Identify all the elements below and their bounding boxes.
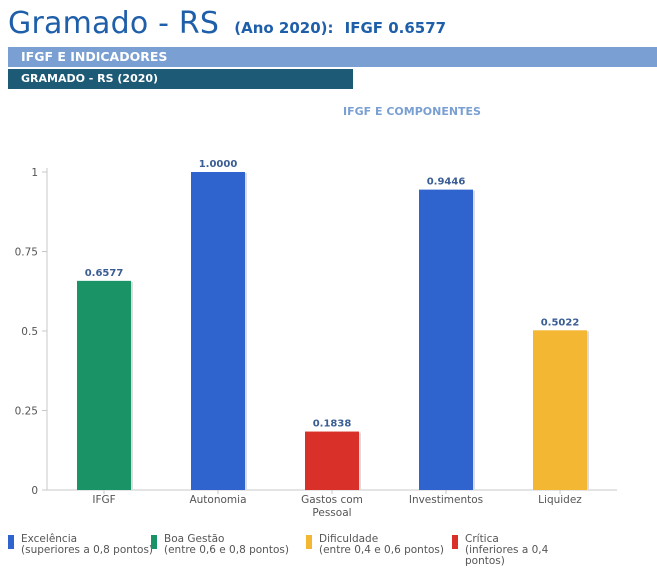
x-tick-label: IFGF xyxy=(92,494,115,506)
chart-title: IFGF E COMPONENTES xyxy=(343,105,481,118)
legend-label: Boa Gestão xyxy=(164,533,225,545)
x-tick-label: Autonomia xyxy=(189,494,246,506)
x-tick-label-line: Gastos com xyxy=(301,494,363,506)
bar-value-label: 0.5022 xyxy=(541,317,580,328)
legend-swatch-excelencia xyxy=(8,535,14,549)
section-header-bar: IFGF E INDICADORES xyxy=(8,47,657,67)
legend-desc: (superiores a 0,8 pontos) xyxy=(21,544,154,556)
legend-desc: (inferiores a 0,4 pontos) xyxy=(465,544,549,567)
bar xyxy=(191,172,245,490)
y-tick-label: 0.25 xyxy=(15,406,38,418)
year-label: (Ano 2020): xyxy=(234,19,334,37)
y-tick-label: 1 xyxy=(31,167,38,179)
x-tick-label-line: Autonomia xyxy=(189,494,246,506)
x-tick-label-line: Liquidez xyxy=(538,494,582,506)
legend-desc: (entre 0,6 e 0,8 pontos) xyxy=(164,544,289,556)
ifgf-bar-chart: IFGF E COMPONENTES 0 0.25 0.5 0.75 1 0.6577 IFG… xyxy=(15,105,617,519)
city-title: Gramado - RS xyxy=(8,6,220,41)
legend-label: Crítica xyxy=(465,533,499,545)
bar xyxy=(77,280,131,490)
bar-value-label: 0.9446 xyxy=(427,177,466,188)
y-tick-label: 0.75 xyxy=(15,247,38,259)
y-tick-label: 0.5 xyxy=(21,326,38,338)
legend-swatch-boa-gestao xyxy=(151,535,157,549)
bar xyxy=(533,330,587,490)
legend-label: Excelência xyxy=(21,533,78,545)
x-tick-label: Investimentos xyxy=(409,494,483,506)
legend-swatch-critica xyxy=(452,535,458,549)
chart-legend: Excelência (superiores a 0,8 pontos) Boa… xyxy=(0,534,657,577)
bar xyxy=(419,189,473,491)
x-tick-label-line: Pessoal xyxy=(312,507,351,519)
x-tick-label-line: Investimentos xyxy=(409,494,483,506)
x-tick-label-line: IFGF xyxy=(92,494,115,506)
subsection-header-bar: GRAMADO - RS (2020) xyxy=(8,69,353,89)
bar-value-label: 0.6577 xyxy=(85,268,124,279)
bar-value-label: 1.0000 xyxy=(199,159,238,170)
x-tick-label: Gastos com Pessoal xyxy=(301,494,363,519)
legend-label: Dificuldade xyxy=(319,533,379,545)
legend-swatch-dificuldade xyxy=(306,535,312,549)
ifgf-summary: IFGF 0.6577 xyxy=(344,19,447,37)
bar xyxy=(305,431,359,490)
x-tick-label: Liquidez xyxy=(538,494,582,506)
y-tick-label: 0 xyxy=(31,485,38,497)
page-title: Gramado - RS (Ano 2020): IFGF 0.6577 xyxy=(8,6,446,41)
legend-desc: (entre 0,4 e 0,6 pontos) xyxy=(319,544,444,556)
bar-value-label: 0.1838 xyxy=(313,419,352,430)
